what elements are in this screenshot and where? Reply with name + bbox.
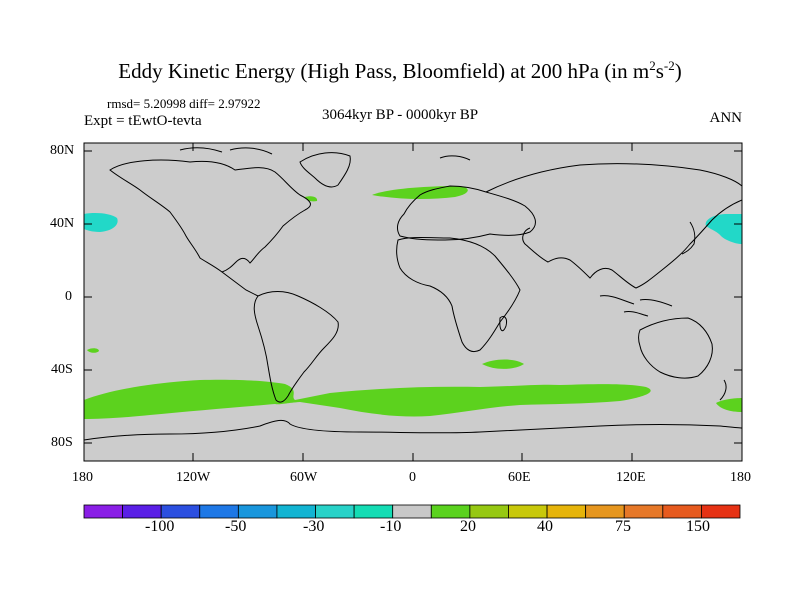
lon-label-120w: 120W (176, 470, 211, 485)
colorbar-label: -100 (145, 518, 175, 535)
lat-ticks (84, 150, 742, 444)
green-region-north-atlantic (372, 186, 468, 200)
colorbar-swatch (392, 504, 432, 519)
cyan-region-north-pacific-east (705, 214, 742, 244)
colorbar-swatch (199, 504, 239, 519)
coast-north-america (109, 159, 311, 273)
colorbar (83, 504, 741, 519)
coast-europe (396, 185, 536, 241)
lat-label-80n: 80N (50, 143, 75, 158)
colorbar-swatch (623, 504, 664, 519)
stats-line: rmsd= 5.20998 diff= 2.97922 (107, 96, 261, 111)
coast-madagascar (499, 315, 507, 332)
lon-label-60w: 60W (290, 470, 318, 485)
coast-australia (638, 317, 713, 379)
coast-arctic-islands (179, 147, 471, 161)
lon-label-180w: 180 (72, 470, 93, 485)
colorbar-label: 40 (537, 518, 553, 535)
colorbar-swatch (662, 504, 702, 519)
lat-label-40s: 40S (51, 362, 73, 377)
colorbar-label: 20 (460, 518, 476, 535)
green-region-south-atlantic-small (87, 348, 99, 353)
season-label: ANN (709, 110, 743, 126)
colorbar-swatch (237, 504, 278, 519)
lon-ticks (192, 143, 633, 461)
colorbar-label: -10 (380, 518, 402, 535)
colorbar-swatch (701, 504, 741, 519)
lon-label-180e: 180 (730, 470, 751, 485)
lon-label-120e: 120E (616, 470, 646, 485)
coast-indonesia (599, 295, 673, 317)
colorbar-label: -50 (225, 518, 247, 535)
coast-africa (396, 237, 521, 353)
colorbar-swatch (546, 504, 587, 519)
colorbar-swatch (430, 504, 471, 519)
chart-title: Eddy Kinetic Energy (High Pass, Bloomfie… (118, 58, 682, 83)
colorbar-swatch (276, 504, 316, 519)
lon-label-60e: 60E (508, 470, 531, 485)
cyan-region-north-pacific-west (84, 213, 118, 232)
colorbar-label: -30 (303, 518, 325, 535)
coast-antarctica (84, 419, 742, 441)
coast-japan (681, 221, 696, 255)
colorbar-swatch (122, 504, 162, 519)
coast-asia (485, 163, 742, 289)
colorbar-swatch (83, 504, 123, 519)
colorbar-swatch (160, 504, 201, 519)
coast-central-america (221, 271, 259, 297)
period-label: 3064kyr BP - 0000kyr BP (321, 107, 479, 123)
colorbar-swatch (353, 504, 394, 519)
colorbar-swatch (508, 504, 548, 519)
green-region-south-pacific-edge (716, 398, 742, 412)
green-region-south-indian (482, 359, 524, 369)
colorbar-label: 150 (686, 518, 710, 535)
colorbar-swatch (585, 504, 625, 519)
lat-label-80s: 80S (51, 435, 73, 450)
colorbar-swatch (469, 504, 509, 519)
coast-greenland (299, 152, 351, 188)
colorbar-label: 75 (615, 518, 631, 535)
green-region-southern-ocean (84, 379, 651, 419)
coast-new-zealand (719, 379, 727, 401)
coast-south-america (253, 291, 339, 403)
colorbar-swatch (315, 504, 355, 519)
lat-label-40n: 40N (50, 216, 75, 231)
lon-label-0: 0 (409, 470, 416, 485)
experiment-label: Expt = tEwtO-tevta (84, 113, 202, 129)
lat-label-0: 0 (65, 289, 72, 304)
